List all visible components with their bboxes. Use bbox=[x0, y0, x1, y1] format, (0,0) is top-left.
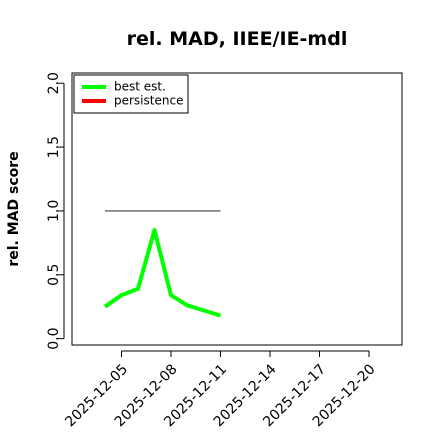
series-line bbox=[103, 228, 222, 318]
chart-title: rel. MAD, IIEE/IE-mdl bbox=[127, 28, 348, 50]
y-tick-label: 1.5 bbox=[46, 136, 62, 158]
y-tick-label: 2.0 bbox=[46, 72, 62, 94]
y-tick-label: 1.0 bbox=[46, 200, 62, 222]
plot-box bbox=[71, 72, 403, 346]
legend-label: persistence bbox=[114, 94, 183, 108]
legend-label: best est. bbox=[114, 80, 166, 94]
y-tick-label: 0.5 bbox=[46, 264, 62, 286]
y-tick-label: 0.0 bbox=[46, 327, 62, 349]
legend-box bbox=[73, 74, 189, 114]
y-axis-label: rel. MAD score bbox=[6, 151, 22, 266]
